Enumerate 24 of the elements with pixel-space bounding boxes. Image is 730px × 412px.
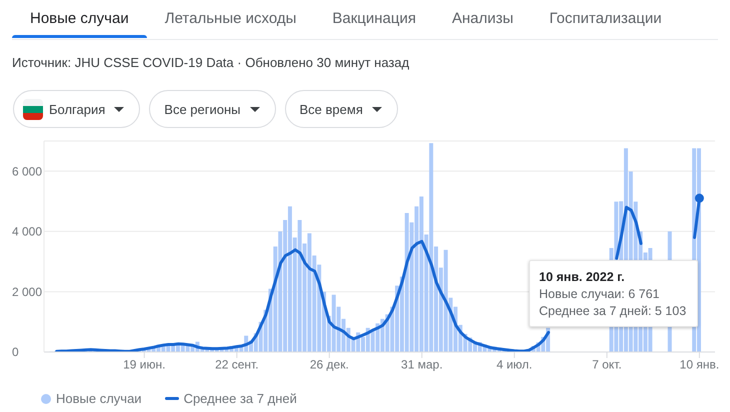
x-tick-label: 10 янв. <box>680 358 720 372</box>
x-tick-label: 4 июл. <box>496 358 532 372</box>
y-tick-label: 2 000 <box>12 284 42 299</box>
dropdown-button: Болгария <box>13 90 140 128</box>
text: Летальные исходы <box>164 9 298 29</box>
chart-title: Новые случаи <box>29 9 130 29</box>
text: Анализы <box>450 9 514 29</box>
x-tick-label: 7 окт. <box>592 358 622 372</box>
x-tick-label: 19 июн. <box>123 358 166 372</box>
x-tick-label: 31 мар. <box>401 358 443 372</box>
y-tick-label: 6 000 <box>12 164 42 178</box>
dropdown-button: Все регионы <box>149 90 276 128</box>
chart-subtitle: Источник: JHU CSSE COVID-19 Data · Обновлено 30 минут назад <box>12 55 410 71</box>
annotation: 10 янв. 2022 г. Новые случаи: 6 761 Среднее за 7 дней: 5 103 <box>539 269 688 320</box>
legend-label: Среднее за 7 дней <box>184 390 297 407</box>
legend-label: Новые случаи <box>56 390 142 407</box>
x-tick-label: 22 сент. <box>215 358 259 372</box>
y-tick-label: 4 000 <box>12 224 42 239</box>
y-tick-label: 0 <box>12 345 19 360</box>
tooltip: 10 янв. 2022 г. Новые случаи: 6 761 Среднее за 7 дней: 5 103 <box>529 260 698 327</box>
text: Вакцинация <box>331 9 417 29</box>
x-tick-label: 26 дек. <box>310 358 349 372</box>
text: Госпитализации <box>548 9 663 29</box>
dropdown-button: Все время <box>284 90 398 128</box>
